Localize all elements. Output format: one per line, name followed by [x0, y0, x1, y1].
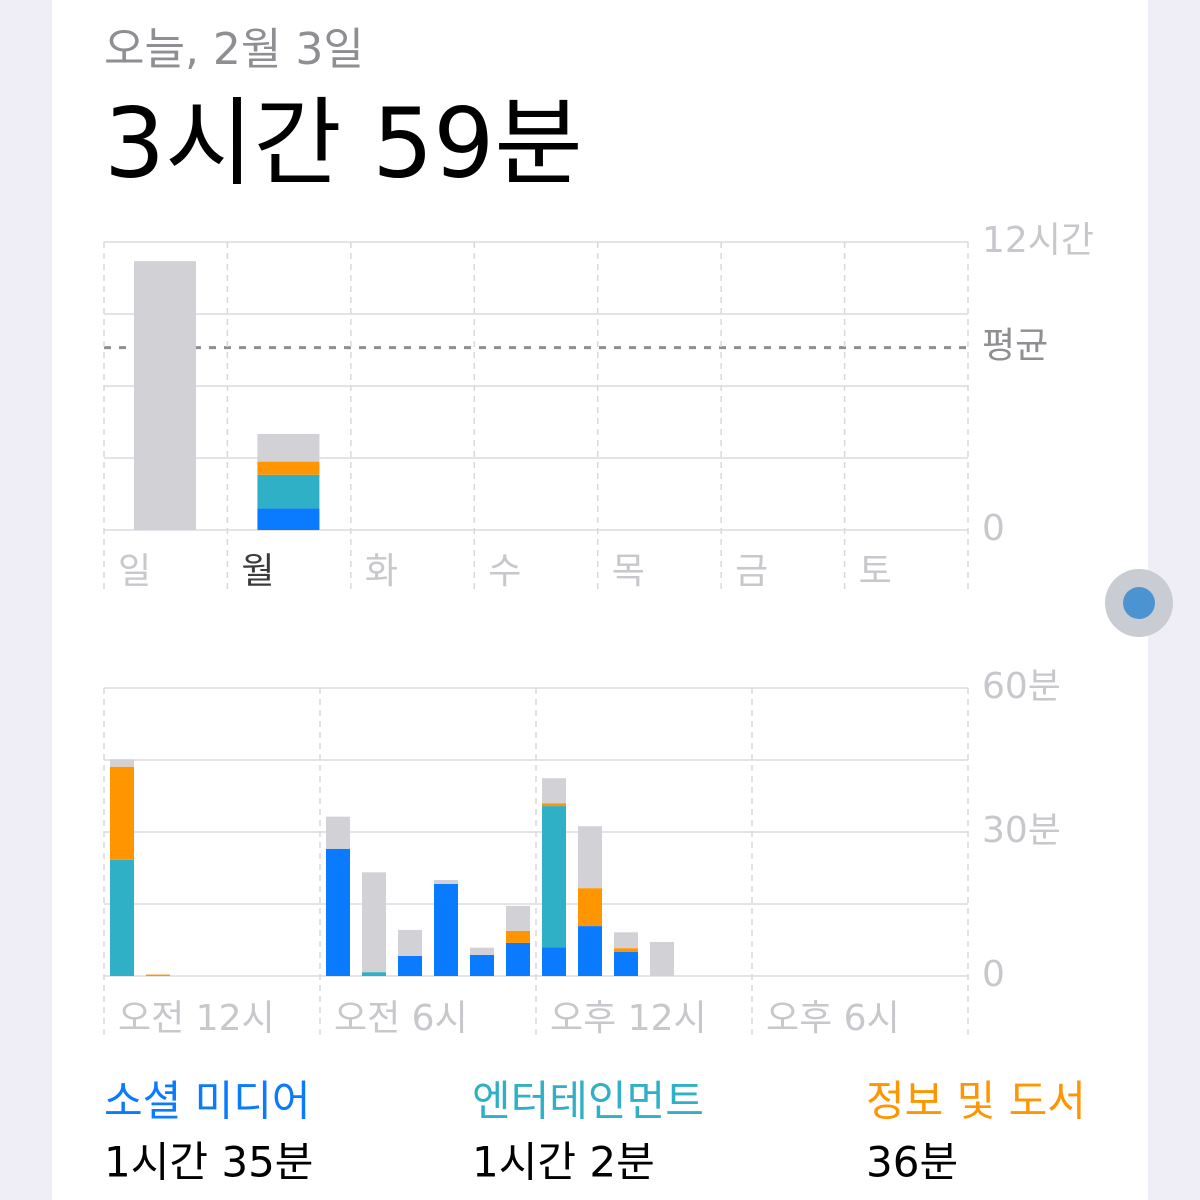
y-tick-label: 0 — [982, 508, 1005, 549]
y-tick-label: 30분 — [982, 810, 1061, 851]
bar-segment — [542, 803, 566, 807]
card — [52, 0, 1148, 1200]
x-tick-label: 목 — [612, 551, 645, 592]
x-tick-label: 오전 12시 — [118, 998, 275, 1039]
bar-segment — [257, 461, 320, 475]
bar-segment — [650, 941, 674, 976]
bar-segment — [398, 929, 422, 956]
x-tick-label: 화 — [365, 551, 398, 592]
bar-segment — [326, 816, 350, 849]
legend-time: 1시간 35분 — [104, 1138, 313, 1187]
bar-segment — [614, 948, 638, 952]
y-tick-label: 12시간 — [982, 220, 1094, 261]
date: 오늘, 2월 3일 — [104, 24, 364, 75]
legend-time: 36분 — [866, 1138, 958, 1187]
bar-segment — [506, 905, 530, 931]
bar-segment — [470, 954, 494, 976]
bar-segment — [578, 826, 602, 889]
bar-segment — [146, 974, 170, 976]
x-tick-label: 오전 6시 — [334, 998, 468, 1039]
y-tick-label: 60분 — [982, 666, 1061, 707]
x-tick-label: 일 — [118, 551, 151, 592]
bar-segment — [542, 947, 566, 976]
x-tick-label: 금 — [735, 551, 768, 592]
bar-segment — [434, 880, 458, 884]
bar-segment — [362, 972, 386, 976]
legend-name: 엔터테인먼트 — [472, 1077, 704, 1126]
legend-time: 1시간 2분 — [472, 1138, 655, 1187]
bar-segment — [542, 806, 566, 948]
bar-segment — [506, 930, 530, 943]
legend-name: 소셜 미디어 — [104, 1077, 311, 1126]
scroll-dot — [1123, 587, 1155, 619]
average-label: 평균 — [982, 326, 1048, 367]
bar-segment — [506, 942, 530, 976]
x-tick-label: 토 — [859, 551, 892, 592]
bar-segment — [398, 955, 422, 976]
x-tick-label: 수 — [488, 551, 521, 592]
bar-segment — [110, 759, 134, 767]
bar-segment — [326, 848, 350, 976]
total-time: 3시간 59분 — [104, 87, 583, 199]
legend-name: 정보 및 도서 — [866, 1077, 1086, 1126]
x-tick-label: 오후 12시 — [550, 998, 707, 1039]
y-tick-label: 0 — [982, 954, 1005, 995]
bar-segment — [578, 926, 602, 976]
bar-segment — [134, 261, 196, 530]
bar-segment — [110, 766, 134, 860]
bar-segment — [542, 778, 566, 804]
x-tick-label: 월 — [241, 551, 274, 592]
bar-segment — [578, 888, 602, 927]
bar-segment — [257, 508, 320, 530]
x-tick-label: 오후 6시 — [766, 998, 900, 1039]
bar-segment — [470, 947, 494, 955]
bar-segment — [362, 872, 386, 973]
bar-segment — [257, 474, 320, 509]
bar-segment — [614, 952, 638, 976]
bar-segment — [434, 883, 458, 976]
bar-segment — [257, 434, 320, 462]
bar-segment — [110, 859, 134, 976]
bar-segment — [614, 932, 638, 949]
